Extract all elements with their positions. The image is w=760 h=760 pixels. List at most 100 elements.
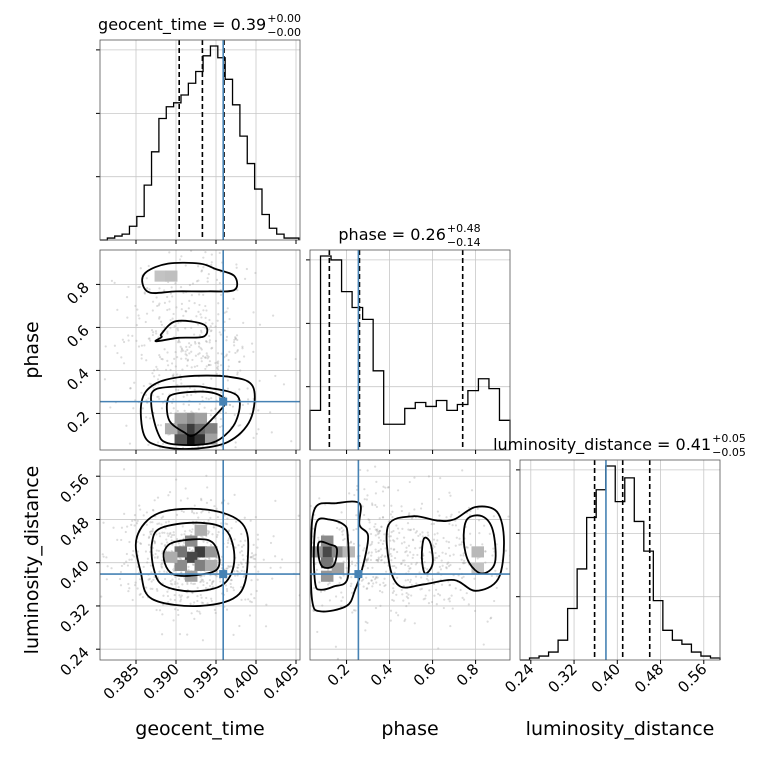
sample-point	[160, 566, 164, 569]
sample-point	[236, 566, 239, 569]
sample-point	[238, 388, 241, 391]
sample-point	[367, 551, 371, 554]
sample-point	[209, 516, 212, 519]
sample-point	[275, 543, 277, 545]
sample-point	[207, 355, 210, 358]
sample-point	[130, 558, 133, 561]
sample-point	[375, 550, 378, 554]
density-cell	[184, 412, 198, 424]
sample-point	[150, 580, 153, 583]
sample-point	[152, 386, 155, 389]
sample-point	[201, 355, 205, 358]
sample-point	[228, 565, 231, 568]
sample-point	[341, 596, 344, 599]
sample-point	[436, 510, 439, 513]
sample-point	[392, 590, 395, 593]
sample-point	[366, 567, 370, 570]
sample-point	[190, 612, 193, 615]
sample-point	[245, 267, 248, 271]
sample-point	[208, 334, 211, 338]
sample-point	[234, 574, 237, 577]
sample-point	[206, 532, 210, 535]
sample-point	[129, 245, 131, 247]
sample-point	[172, 373, 175, 376]
contour-4	[154, 319, 209, 343]
panel-frame	[99, 39, 301, 241]
sample-point	[390, 504, 393, 507]
sample-point	[188, 299, 191, 302]
sample-point	[204, 339, 208, 343]
sample-point	[223, 311, 226, 314]
sample-point	[202, 540, 205, 543]
sample-point	[179, 286, 183, 289]
sample-point	[166, 590, 169, 593]
sample-point	[226, 173, 228, 175]
sample-point	[419, 533, 422, 536]
density-cell	[164, 423, 178, 435]
sample-point	[133, 524, 136, 527]
sample-point	[155, 533, 158, 536]
sample-point	[158, 532, 161, 535]
sample-point	[187, 595, 190, 598]
sample-point	[220, 445, 223, 448]
sample-point	[414, 547, 417, 550]
sample-point	[409, 567, 412, 570]
sample-point	[187, 568, 190, 571]
sample-point	[341, 530, 344, 533]
sample-point	[193, 302, 196, 305]
sample-point	[404, 551, 407, 554]
sample-point	[440, 583, 444, 586]
sample-point	[235, 334, 239, 337]
sample-point	[225, 567, 228, 570]
sample-point	[125, 560, 128, 563]
sample-point	[181, 349, 185, 352]
sample-point	[254, 553, 257, 556]
sample-point	[371, 585, 374, 588]
sample-point	[393, 540, 396, 543]
sample-point	[210, 599, 213, 603]
sample-point	[164, 527, 167, 530]
sample-point	[113, 344, 116, 347]
sample-point	[237, 563, 240, 566]
sample-point	[174, 503, 176, 505]
sample-point	[252, 543, 255, 546]
sample-point	[164, 453, 166, 455]
sample-point	[177, 542, 181, 545]
sample-point	[243, 277, 247, 280]
sample-point	[176, 373, 179, 376]
sample-point	[158, 356, 162, 359]
sample-point	[171, 295, 174, 298]
sample-point	[376, 530, 379, 533]
sample-point	[514, 532, 516, 534]
sample-point	[363, 547, 366, 550]
sample-point	[363, 513, 366, 517]
sample-point	[240, 598, 243, 601]
sample-point	[169, 598, 172, 601]
sample-point	[420, 576, 423, 579]
sample-point	[437, 592, 440, 596]
sample-point	[145, 277, 148, 280]
sample-point	[200, 360, 203, 363]
sample-point	[188, 529, 191, 532]
sample-point	[253, 565, 256, 568]
sample-point	[156, 556, 159, 559]
sample-point	[477, 519, 481, 522]
sample-point	[156, 368, 159, 371]
sample-point	[166, 308, 169, 312]
sample-point	[142, 565, 145, 569]
sample-point	[224, 411, 227, 414]
sample-point	[200, 270, 203, 273]
x-tick-label: 0.400	[220, 660, 263, 703]
sample-point	[200, 357, 203, 360]
sample-point	[338, 581, 341, 585]
sample-point	[266, 559, 268, 561]
sample-point	[131, 334, 134, 337]
sample-point	[240, 569, 243, 572]
y-tick-label: 0.56	[56, 470, 92, 506]
sample-point	[147, 543, 151, 546]
sample-point	[382, 581, 385, 584]
sample-point	[200, 511, 203, 514]
density-cell	[320, 546, 334, 558]
sample-point	[227, 451, 229, 453]
sample-point	[207, 273, 210, 276]
